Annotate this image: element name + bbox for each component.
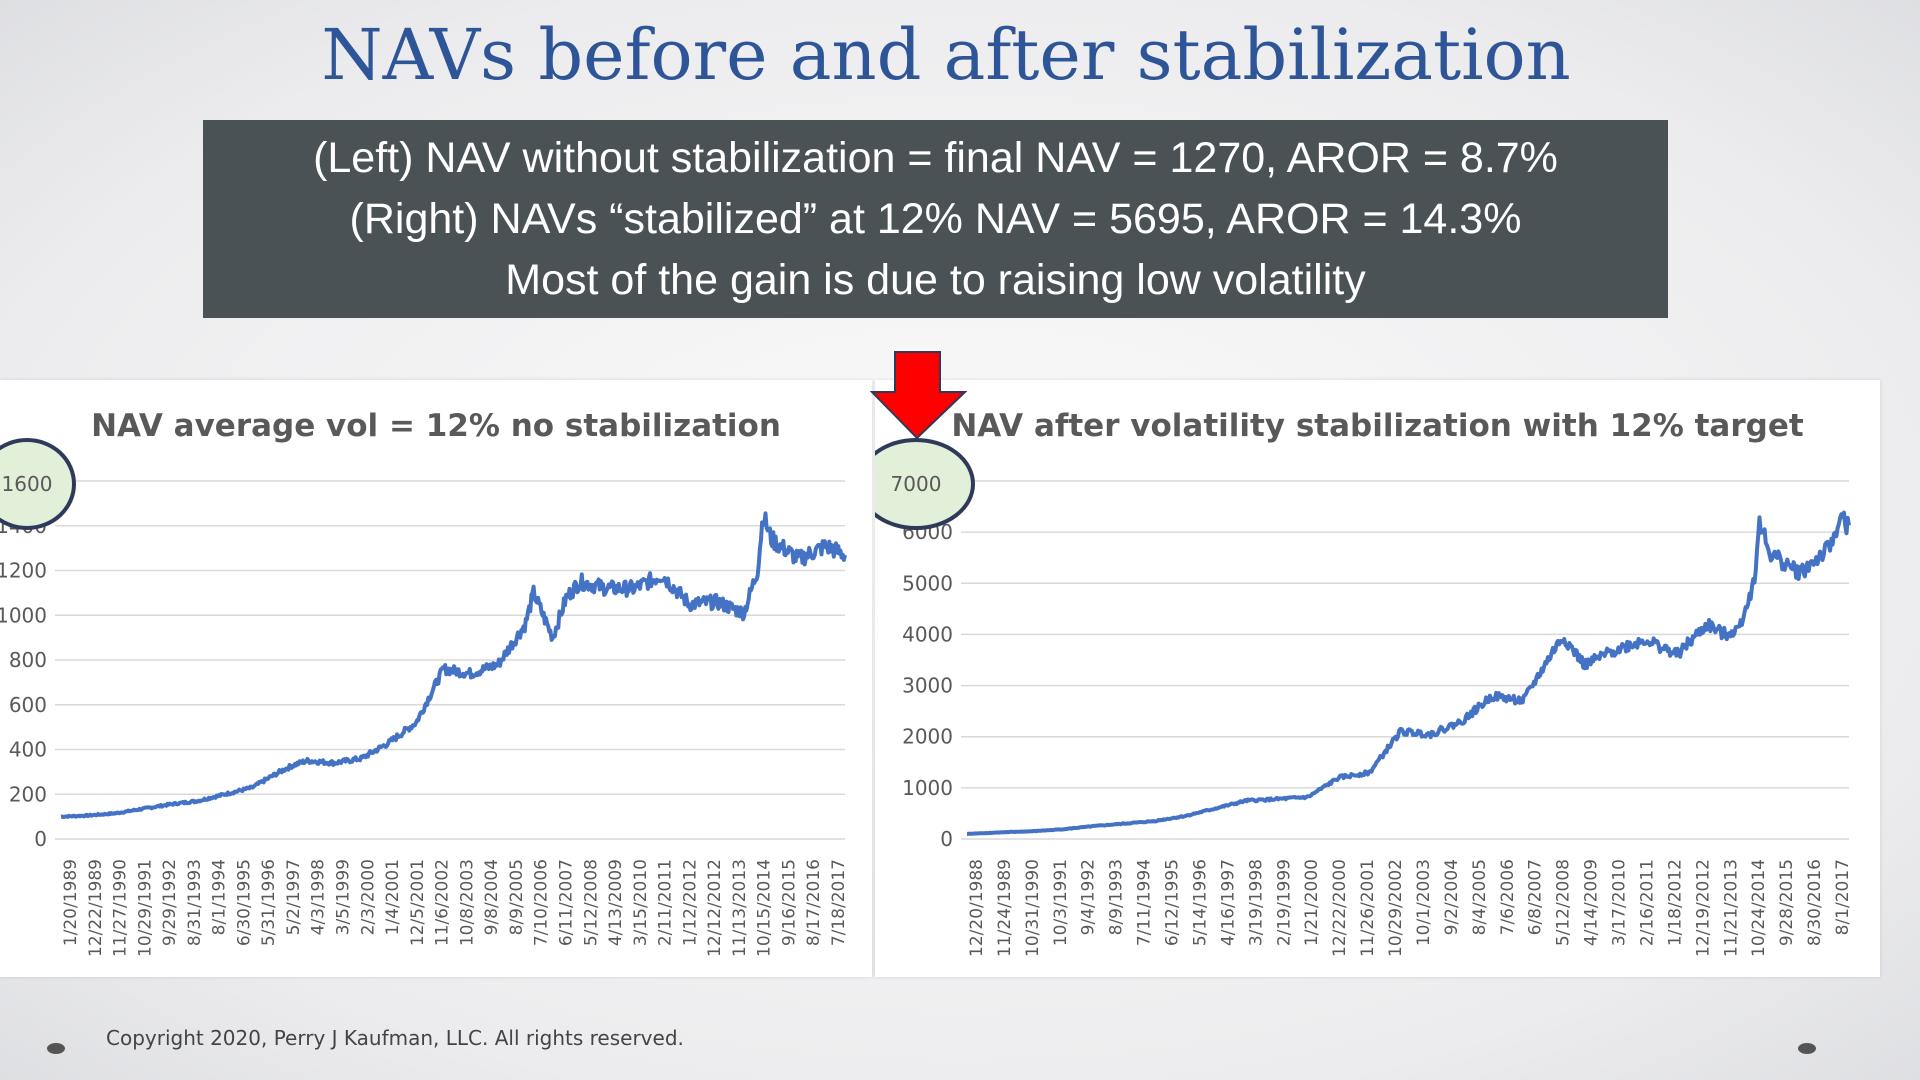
- x-tick-label: 8/9/1993: [1107, 859, 1127, 935]
- x-tick-label: 6/8/2007: [1526, 859, 1546, 935]
- x-tick-label: 2/11/2011: [656, 859, 676, 946]
- x-tick-label: 9/29/1992: [160, 859, 180, 946]
- nav-series-line: [60, 511, 847, 820]
- x-tick-label: 11/24/1989: [995, 859, 1015, 957]
- highlighted-y-tick: 1600: [2, 472, 53, 496]
- chart-left: 020040060080010001200140016001/20/198912…: [0, 438, 849, 957]
- x-tick-label: 7/6/2006: [1498, 859, 1518, 935]
- x-tick-label: 1/21/2000: [1302, 859, 1322, 946]
- banner-line-conclusion: Most of the gain is due to raising low v…: [505, 255, 1366, 304]
- x-tick-label: 6/30/1995: [234, 859, 254, 946]
- x-tick-label: 3/5/1999: [334, 859, 354, 935]
- chart-right-panel: NAV after volatility stabilization with …: [875, 380, 1880, 977]
- x-tick-label: 11/27/1990: [111, 859, 131, 957]
- x-tick-label: 4/13/2009: [606, 859, 626, 946]
- y-tick-label: 200: [9, 782, 47, 806]
- x-tick-label: 8/31/1993: [185, 859, 205, 946]
- nav-series-line: [966, 510, 1851, 836]
- x-tick-label: 8/4/2005: [1470, 859, 1490, 935]
- x-tick-label: 8/30/2016: [1805, 859, 1825, 946]
- x-tick-label: 7/11/1994: [1135, 859, 1155, 946]
- x-tick-label: 12/19/2012: [1693, 859, 1713, 957]
- x-tick-label: 10/8/2003: [457, 859, 477, 946]
- y-tick-label: 0: [940, 827, 953, 851]
- x-tick-label: 9/28/2015: [1777, 859, 1797, 946]
- slide-title: NAVs before and after stabilization: [321, 14, 1571, 96]
- x-tick-label: 8/9/2005: [507, 859, 527, 935]
- x-tick-label: 8/1/2017: [1833, 859, 1853, 935]
- x-tick-label: 7/10/2006: [532, 859, 552, 946]
- x-tick-label: 12/22/1989: [86, 859, 106, 957]
- x-tick-label: 11/26/2001: [1358, 859, 1378, 957]
- x-tick-label: 4/3/1998: [309, 859, 329, 935]
- x-tick-label: 5/14/1996: [1190, 859, 1210, 946]
- x-tick-label: 1/18/2012: [1665, 859, 1685, 946]
- highlight-ellipse-icon: [875, 438, 975, 530]
- x-tick-label: 5/12/2008: [1554, 859, 1574, 946]
- x-tick-label: 4/14/2009: [1582, 859, 1602, 946]
- x-tick-label: 1/4/2001: [383, 859, 403, 935]
- x-tick-label: 7/18/2017: [829, 859, 849, 946]
- y-tick-label: 1000: [0, 603, 47, 627]
- x-tick-label: 11/21/2013: [1721, 859, 1741, 957]
- x-tick-label: 10/29/1991: [135, 859, 155, 957]
- y-tick-label: 2000: [902, 725, 953, 749]
- x-tick-label: 10/15/2014: [755, 859, 775, 957]
- x-tick-label: 3/15/2010: [631, 859, 651, 946]
- copyright-text: Copyright 2020, Perry J Kaufman, LLC. Al…: [106, 1026, 684, 1050]
- x-tick-label: 10/1/2003: [1414, 859, 1434, 946]
- x-tick-label: 2/16/2011: [1637, 859, 1657, 946]
- x-tick-label: 9/8/2004: [482, 859, 502, 935]
- y-tick-label: 600: [9, 693, 47, 717]
- banner-line-left: (Left) NAV without stabilization = final…: [313, 133, 1558, 182]
- y-tick-label: 4000: [902, 622, 953, 646]
- highlight-ellipse-icon: [0, 438, 76, 530]
- highlighted-y-tick: 7000: [891, 472, 942, 496]
- x-tick-label: 11/13/2013: [730, 859, 750, 957]
- x-tick-label: 10/31/1990: [1023, 859, 1043, 957]
- x-tick-label: 3/17/2010: [1610, 859, 1630, 946]
- x-tick-label: 5/2/1997: [284, 859, 304, 935]
- x-tick-label: 8/1/1994: [210, 859, 230, 935]
- summary-banner: (Left) NAV without stabilization = final…: [203, 120, 1668, 318]
- x-tick-label: 1/12/2012: [680, 859, 700, 946]
- x-tick-label: 2/3/2000: [358, 859, 378, 935]
- x-tick-label: 10/24/2014: [1749, 859, 1769, 957]
- x-tick-label: 12/20/1988: [967, 859, 987, 957]
- slide-dot-right: [1798, 1043, 1816, 1054]
- x-tick-label: 10/29/2002: [1386, 859, 1406, 957]
- x-tick-label: 11/6/2002: [433, 859, 453, 946]
- x-tick-label: 5/12/2008: [581, 859, 601, 946]
- chart-right-title: NAV after volatility stabilization with …: [951, 408, 1804, 444]
- y-tick-label: 800: [9, 648, 47, 672]
- x-tick-label: 10/3/1991: [1051, 859, 1071, 946]
- y-tick-label: 400: [9, 738, 47, 762]
- x-tick-label: 2/19/1999: [1274, 859, 1294, 946]
- x-tick-label: 6/12/1995: [1163, 859, 1183, 946]
- x-tick-label: 9/16/2015: [779, 859, 799, 946]
- x-tick-label: 12/22/2000: [1330, 859, 1350, 957]
- x-tick-label: 3/19/1998: [1246, 859, 1266, 946]
- x-tick-label: 6/11/2007: [556, 859, 576, 946]
- x-tick-label: 4/16/1997: [1218, 859, 1238, 946]
- x-tick-label: 1/20/1989: [61, 859, 81, 946]
- x-tick-label: 9/2/2004: [1442, 859, 1462, 935]
- y-tick-label: 3000: [902, 674, 953, 698]
- chart-left-panel: NAV average vol = 12% no stabilization 0…: [0, 380, 872, 977]
- y-tick-label: 5000: [902, 571, 953, 595]
- x-tick-label: 9/4/1992: [1079, 859, 1099, 935]
- x-tick-label: 12/12/2012: [705, 859, 725, 957]
- red-down-arrow-icon: [870, 351, 968, 440]
- x-tick-label: 12/5/2001: [408, 859, 428, 946]
- banner-line-right: (Right) NAVs “stabilized” at 12% NAV = 5…: [349, 194, 1522, 243]
- y-tick-label: 0: [34, 827, 47, 851]
- slide-dot-left: [47, 1043, 65, 1054]
- x-tick-label: 5/31/1996: [259, 859, 279, 946]
- y-tick-label: 1200: [0, 559, 47, 583]
- x-tick-label: 8/17/2016: [804, 859, 824, 946]
- y-tick-label: 1000: [902, 776, 953, 800]
- chart-left-title: NAV average vol = 12% no stabilization: [91, 408, 781, 444]
